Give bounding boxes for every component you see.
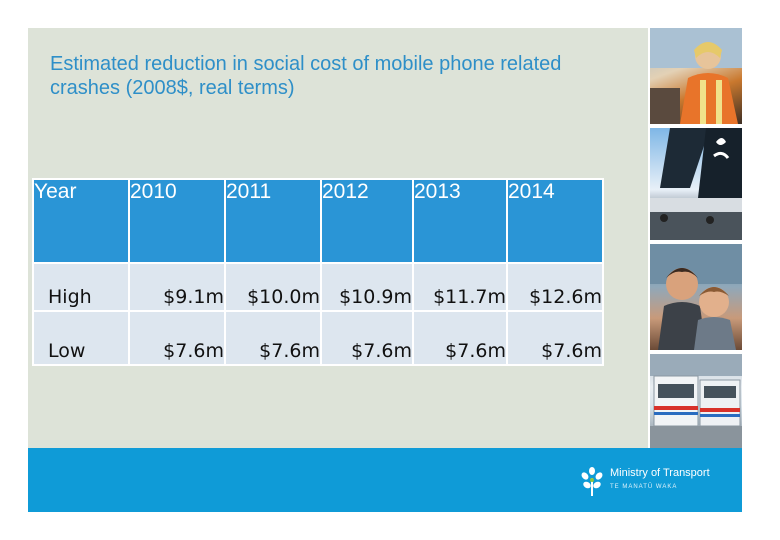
table-cell: $7.6m <box>320 310 414 366</box>
table-cell: $11.7m <box>412 262 508 312</box>
content-area: Estimated reduction in social cost of mo… <box>28 28 648 448</box>
header-cell-2013: 2013 <box>412 178 508 264</box>
header-cell-2014: 2014 <box>506 178 604 264</box>
header-cell-year: Year <box>32 178 130 264</box>
two-boys-photo <box>650 244 742 350</box>
buses-photo <box>650 354 742 448</box>
logo-text: Ministry of Transport <box>610 467 710 479</box>
social-cost-table: Year 2010 2011 2012 2013 2014 High $9.1m… <box>32 178 604 366</box>
photo-sidebar <box>648 28 742 448</box>
row-label-high: High <box>32 262 130 312</box>
table-cell: $10.0m <box>224 262 322 312</box>
table-row-low: Low $7.6m $7.6m $7.6m $7.6m $7.6m <box>32 310 604 366</box>
fern-logo-icon <box>581 467 603 496</box>
table-cell: $7.6m <box>224 310 322 366</box>
row-label-low: Low <box>32 310 130 366</box>
table-cell: $7.6m <box>506 310 604 366</box>
table-cell: $9.1m <box>128 262 226 312</box>
logo-subtext: TE MANATŪ WAKA <box>610 484 678 490</box>
header-cell-2012: 2012 <box>320 178 414 264</box>
table-header-row: Year 2010 2011 2012 2013 2014 <box>32 178 604 264</box>
footer-bar: Ministry of Transport TE MANATŪ WAKA <box>28 448 742 512</box>
slide: Estimated reduction in social cost of mo… <box>28 28 742 512</box>
header-cell-2011: 2011 <box>224 178 322 264</box>
table-cell: $7.6m <box>412 310 508 366</box>
header-cell-2010: 2010 <box>128 178 226 264</box>
woman-on-phone-photo <box>650 28 742 124</box>
table-cell: $10.9m <box>320 262 414 312</box>
table-cell: $12.6m <box>506 262 604 312</box>
table-cell: $7.6m <box>128 310 226 366</box>
air-new-zealand-aircraft-photo <box>650 128 742 240</box>
ministry-of-transport-logo: Ministry of Transport TE MANATŪ WAKA <box>578 464 738 498</box>
table-row-high: High $9.1m $10.0m $10.9m $11.7m $12.6m <box>32 262 604 312</box>
slide-title: Estimated reduction in social cost of mo… <box>50 53 562 99</box>
